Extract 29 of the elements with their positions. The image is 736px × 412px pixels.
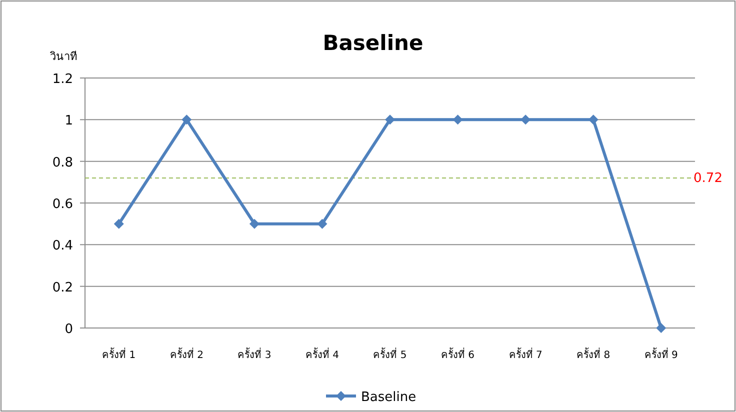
ref-line-label: 0.72 — [694, 171, 722, 186]
x-tick-label: ครั้งที่ 5 — [373, 347, 407, 361]
x-tick-label: ครั้งที่ 2 — [170, 347, 204, 361]
legend-label: Baseline — [361, 390, 416, 405]
y-tick-label: 0.6 — [52, 197, 73, 212]
x-tick-label: ครั้งที่ 1 — [102, 347, 136, 361]
point — [452, 114, 463, 125]
point — [588, 114, 598, 125]
point — [317, 218, 328, 229]
y-tick-label: 1.2 — [52, 72, 73, 87]
y-tick-label: 1 — [64, 114, 73, 129]
x-tick-label: ครั้งที่ 8 — [576, 347, 610, 361]
y-tick-label: 0.4 — [52, 238, 73, 254]
y-tick-label: 0.2 — [52, 280, 73, 296]
point — [520, 114, 531, 125]
point — [182, 114, 192, 125]
y-axis-title: วินาที — [49, 50, 77, 63]
chart-title: Baseline — [322, 31, 424, 55]
x-tick-label: ครั้งที่ 9 — [644, 347, 678, 361]
x-tick-label: ครั้งที่ 3 — [238, 347, 272, 361]
point — [114, 218, 124, 229]
y-tick-label: 0 — [64, 322, 73, 337]
y-tick-label: 0.8 — [52, 155, 73, 170]
x-tick-label: ครั้งที่ 7 — [508, 347, 542, 361]
point — [385, 114, 395, 125]
x-tick-label: ครั้งที่ 4 — [305, 347, 339, 361]
point — [656, 323, 666, 333]
point — [249, 218, 260, 229]
x-tick-label: ครั้งที่ 6 — [441, 347, 475, 361]
